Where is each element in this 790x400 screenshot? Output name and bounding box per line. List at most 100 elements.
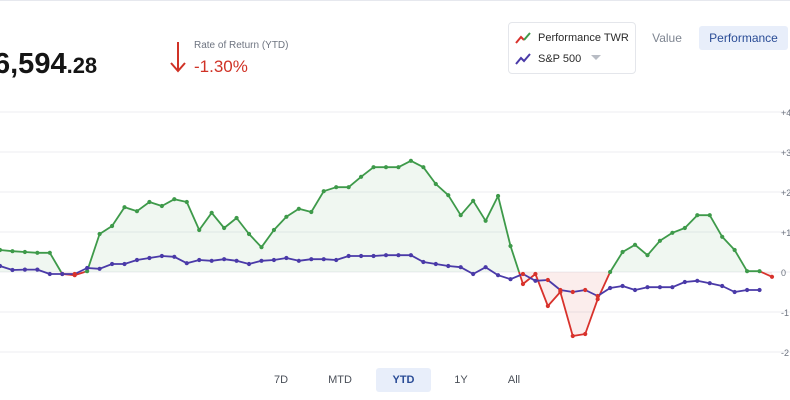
legend-label-performance: Performance TWR xyxy=(538,32,629,44)
performance-point xyxy=(296,206,301,211)
benchmark-point xyxy=(147,255,152,261)
performance-point xyxy=(97,231,102,237)
range-all-button[interactable]: All xyxy=(498,368,530,392)
benchmark-point xyxy=(10,267,15,273)
positive-area xyxy=(84,160,520,272)
performance-point xyxy=(757,269,762,274)
performance-point xyxy=(545,303,550,309)
performance-point xyxy=(309,209,314,215)
benchmark-point xyxy=(85,265,90,271)
benchmark-point xyxy=(172,254,177,259)
performance-point xyxy=(657,238,663,243)
benchmark-point xyxy=(595,293,600,299)
range-7d-button[interactable]: 7D xyxy=(265,368,297,392)
chart-points xyxy=(0,158,775,339)
benchmark-point xyxy=(744,287,750,293)
performance-point xyxy=(595,297,600,302)
chart-fills xyxy=(0,160,772,336)
performance-point xyxy=(234,215,239,221)
benchmark-point xyxy=(284,255,289,261)
y-axis-ticks: +4 +3 +2 +1 0 -1 -2 xyxy=(781,108,790,358)
benchmark-point xyxy=(471,271,476,277)
benchmark-point xyxy=(371,253,376,259)
performance-point xyxy=(421,165,426,170)
y-tick-label: +1 xyxy=(781,228,790,238)
benchmark-point xyxy=(134,257,140,263)
performance-point xyxy=(259,245,264,250)
performance-point xyxy=(732,247,737,253)
performance-point xyxy=(670,230,675,235)
benchmark-point xyxy=(334,257,339,263)
benchmark-point xyxy=(60,271,65,277)
performance-point xyxy=(334,185,339,190)
performance-point xyxy=(222,225,227,231)
performance-point xyxy=(184,199,189,205)
benchmark-point xyxy=(246,261,252,267)
performance-point xyxy=(520,281,526,287)
benchmark-point xyxy=(583,287,588,293)
benchmark-point xyxy=(707,281,712,286)
performance-point xyxy=(744,269,750,274)
performance-point xyxy=(284,214,289,219)
performance-point xyxy=(495,193,501,199)
performance-point xyxy=(769,274,775,279)
performance-point xyxy=(695,213,700,218)
chart-legend[interactable]: Performance TWR S&P 500 xyxy=(508,22,636,74)
performance-point xyxy=(583,331,588,337)
benchmark-point xyxy=(234,258,239,263)
range-mtd-button[interactable]: MTD xyxy=(321,368,359,392)
performance-point xyxy=(508,243,513,249)
benchmark-point xyxy=(259,258,264,263)
range-1y-button[interactable]: 1Y xyxy=(445,368,477,392)
y-tick-label: +4 xyxy=(781,108,790,118)
benchmark-point xyxy=(109,261,115,267)
benchmark-point xyxy=(421,259,426,265)
performance-toggle-button[interactable]: Performance xyxy=(699,26,788,50)
benchmark-point xyxy=(508,277,513,282)
performance-point xyxy=(47,250,52,255)
performance-point xyxy=(483,218,488,223)
benchmark-point xyxy=(346,253,351,259)
range-ytd-button[interactable]: YTD xyxy=(376,368,431,392)
balance-cents: .28 xyxy=(66,53,98,78)
benchmark-point xyxy=(309,257,314,262)
performance-point xyxy=(35,250,40,255)
performance-point xyxy=(209,210,214,215)
benchmark-point xyxy=(458,265,463,270)
chevron-down-icon[interactable] xyxy=(591,55,601,60)
performance-point xyxy=(246,231,252,237)
benchmark-point xyxy=(682,279,687,285)
legend-item-performance[interactable]: Performance TWR xyxy=(515,30,629,46)
benchmark-point xyxy=(446,263,451,269)
portfolio-balance: 6,594.28 xyxy=(0,48,97,81)
y-tick-label: -2 xyxy=(781,348,789,358)
arrow-down-icon xyxy=(170,42,186,73)
performance-point xyxy=(458,213,463,218)
performance-point xyxy=(271,227,277,233)
benchmark-point xyxy=(495,273,501,278)
benchmark-point xyxy=(271,257,277,263)
benchmark-point xyxy=(632,287,638,293)
positive-area xyxy=(0,250,62,272)
performance-point xyxy=(570,333,575,339)
benchmark-point xyxy=(570,289,575,295)
value-toggle-button[interactable]: Value xyxy=(642,26,692,50)
performance-point xyxy=(85,269,90,274)
benchmark-point xyxy=(383,253,389,258)
y-tick-label: -1 xyxy=(781,308,789,318)
performance-point xyxy=(358,174,364,179)
performance-line-segment xyxy=(609,214,762,273)
performance-chart[interactable]: +4 +3 +2 +1 0 -1 -2 xyxy=(0,100,790,360)
y-tick-label: +2 xyxy=(781,188,790,198)
performance-point xyxy=(645,253,650,258)
performance-point xyxy=(533,271,538,277)
benchmark-point xyxy=(321,257,326,262)
performance-point xyxy=(471,198,476,203)
balance-main: 6,594 xyxy=(0,48,67,80)
benchmark-point xyxy=(35,267,40,272)
legend-item-sp500[interactable]: S&P 500 xyxy=(515,51,581,67)
performance-point xyxy=(682,225,687,231)
benchmark-point xyxy=(184,261,189,266)
performance-point xyxy=(0,247,3,253)
performance-point xyxy=(197,227,202,233)
